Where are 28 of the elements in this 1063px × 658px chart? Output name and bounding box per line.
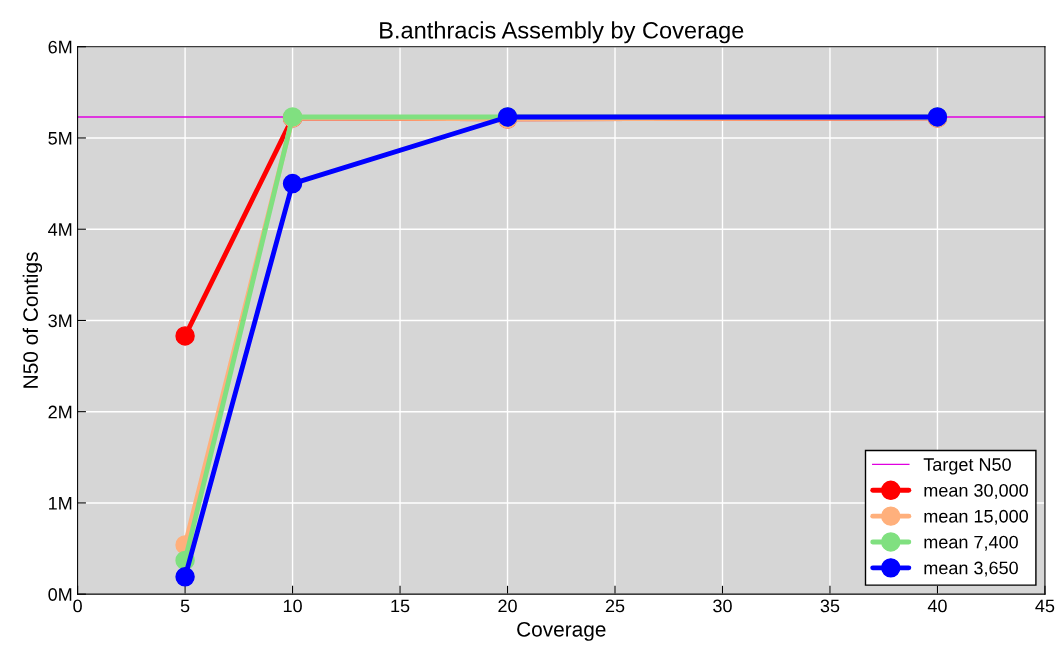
y-tick-label: 0M (48, 588, 72, 601)
x-tick-label: 35 (820, 599, 840, 613)
y-tick-label: 1M (49, 497, 72, 510)
x-tick-label: 25 (605, 599, 625, 613)
x-tick-label: 20 (498, 599, 517, 613)
y-tick-label: 4M (48, 223, 72, 236)
y-tick-label: 6M (48, 40, 72, 54)
legend-label: mean 3,650 (924, 561, 1018, 577)
x-tick-label: 5 (180, 599, 190, 613)
legend-label: Target N50 (923, 458, 1011, 475)
x-tick-label: 0 (73, 599, 82, 613)
legend-label: mean 30,000 (924, 483, 1028, 499)
x-tick-label: 40 (927, 599, 947, 613)
x-tick-label: 15 (391, 599, 410, 613)
y-axis-title: N50 of Contigs (22, 252, 43, 388)
point (282, 173, 303, 194)
chart-title: B.anthracis Assembly by Coverage (380, 21, 744, 44)
x-tick-label: 30 (713, 599, 732, 613)
y-tick-label: 2M (48, 405, 72, 419)
legend-label: mean 7,400 (924, 535, 1018, 551)
x-tick-label: 45 (1035, 599, 1055, 613)
y-tick-label: 3M (48, 314, 72, 328)
point (175, 326, 195, 346)
point (175, 567, 195, 587)
legend-label: mean 15,000 (924, 509, 1028, 525)
x-axis-title: Coverage (517, 621, 606, 641)
y-tick-label: 5M (48, 132, 72, 145)
x-tick-label: 10 (283, 599, 302, 613)
